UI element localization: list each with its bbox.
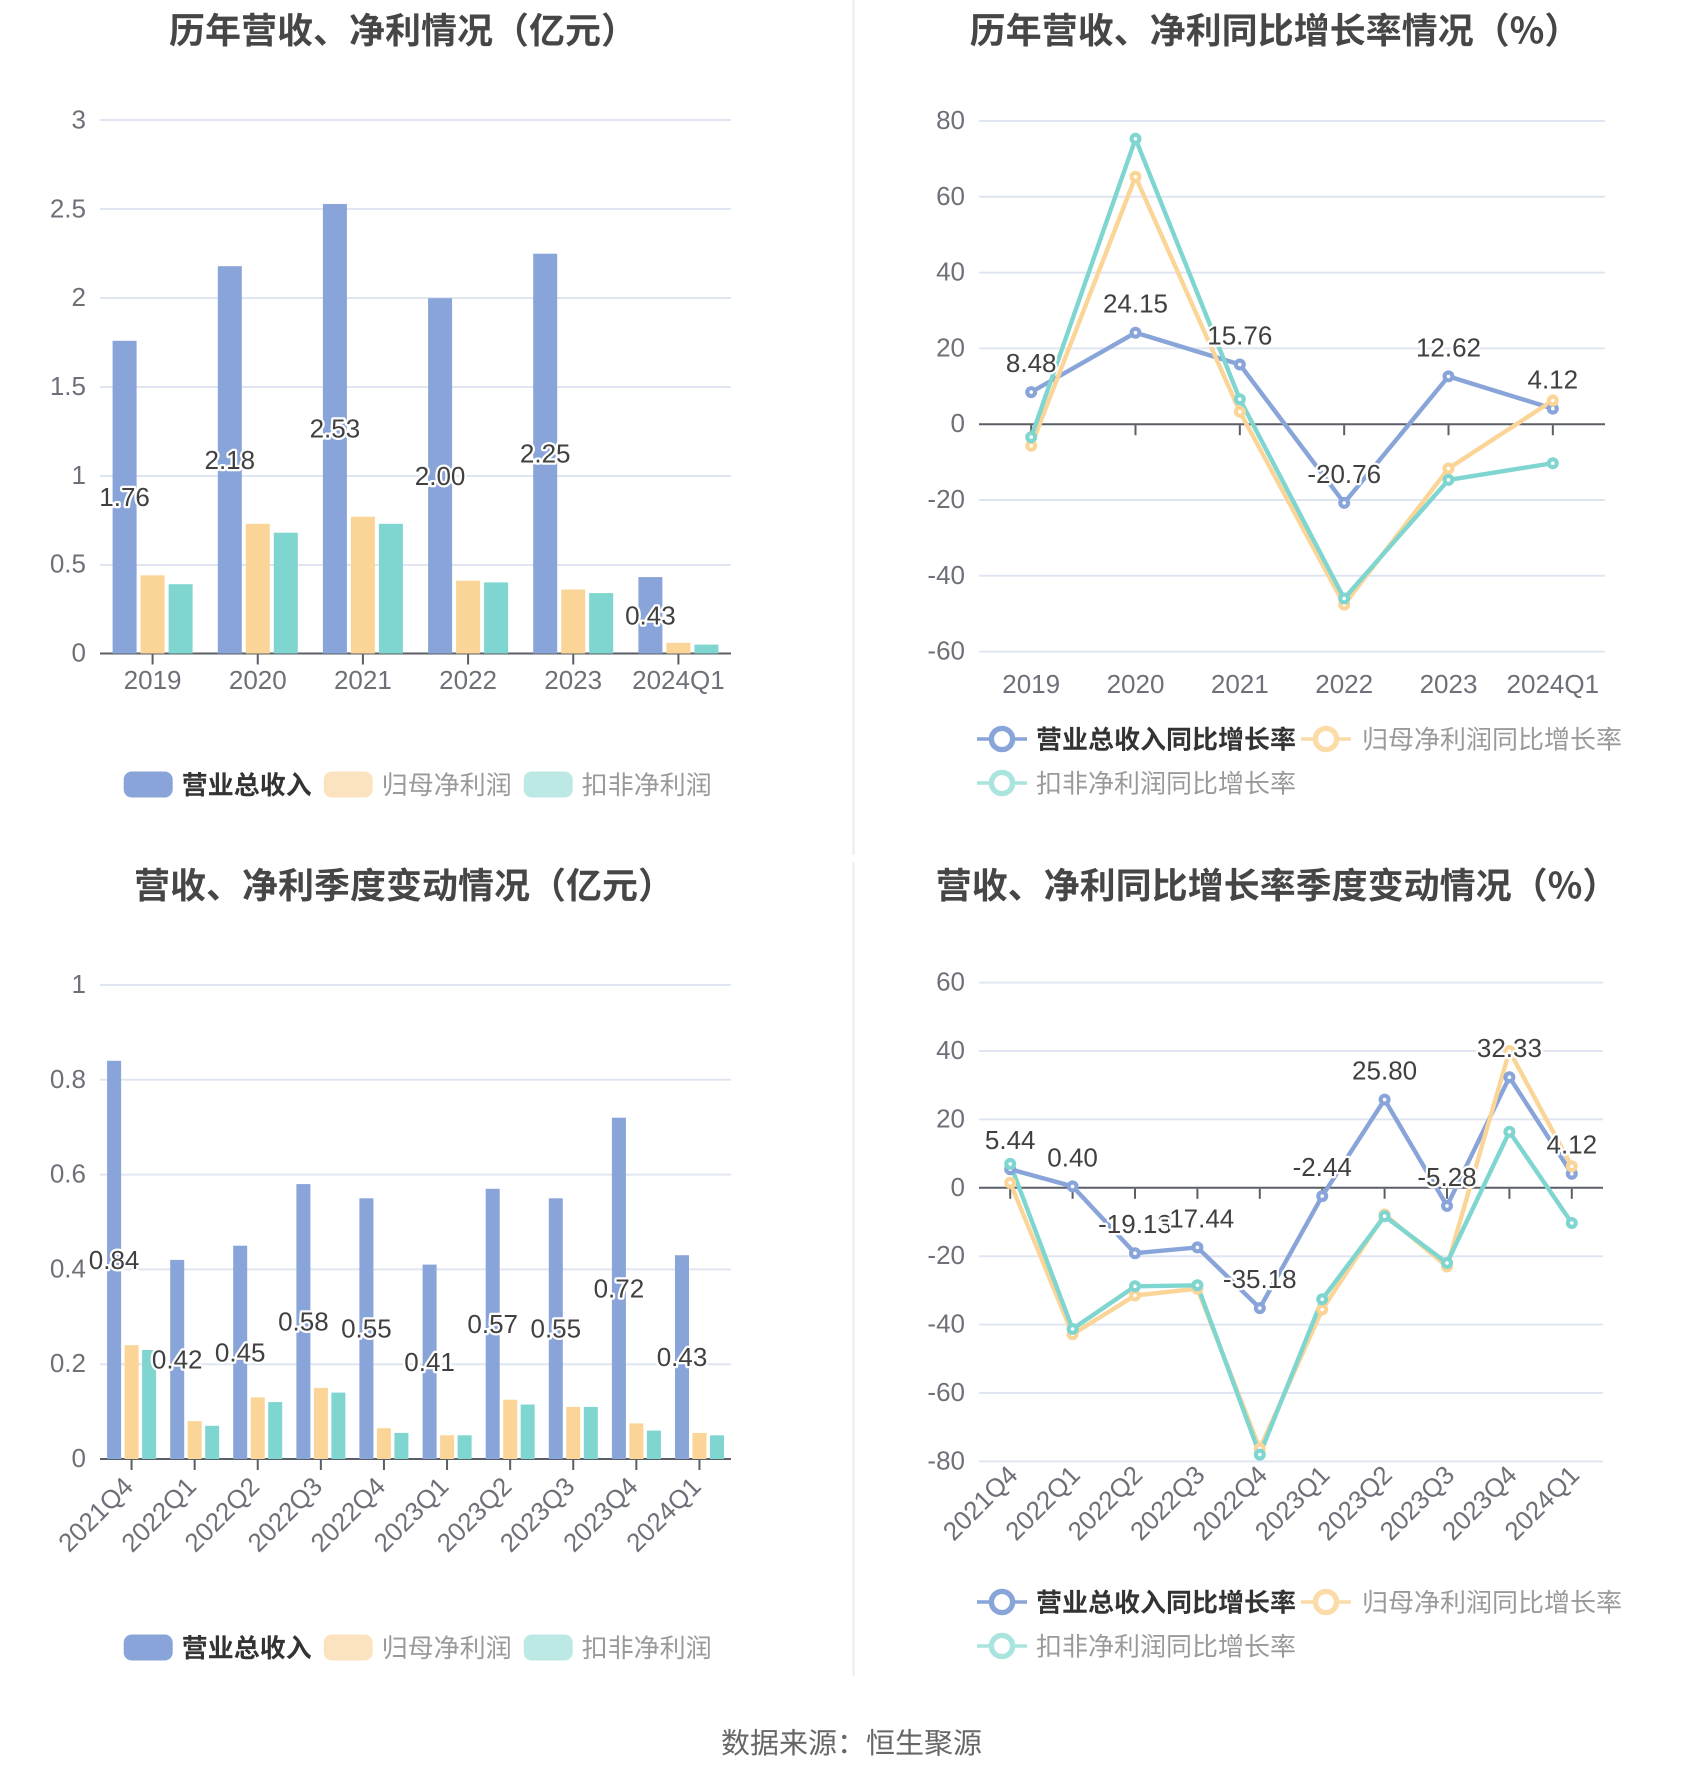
svg-text:32.33: 32.33 xyxy=(1477,1033,1542,1063)
svg-text:-20: -20 xyxy=(927,484,965,514)
svg-text:-5.28: -5.28 xyxy=(1417,1162,1476,1192)
svg-text:-60: -60 xyxy=(927,636,965,666)
svg-text:2023: 2023 xyxy=(1420,669,1478,699)
svg-text:12.62: 12.62 xyxy=(1416,332,1481,362)
svg-text:0.8: 0.8 xyxy=(50,1064,86,1094)
svg-text:2.53: 2.53 xyxy=(310,414,361,444)
svg-text:0.4: 0.4 xyxy=(50,1253,86,1283)
svg-text:2023: 2023 xyxy=(544,665,602,695)
svg-text:0.5: 0.5 xyxy=(50,549,86,579)
svg-text:0: 0 xyxy=(72,1443,86,1473)
svg-text:0.2: 0.2 xyxy=(50,1348,86,1378)
svg-text:2022: 2022 xyxy=(1315,669,1373,699)
svg-text:2019: 2019 xyxy=(1002,669,1060,699)
svg-text:2021: 2021 xyxy=(334,665,392,695)
svg-text:2021: 2021 xyxy=(1211,669,1269,699)
svg-text:0: 0 xyxy=(72,638,86,668)
svg-text:3: 3 xyxy=(72,105,86,135)
svg-text:40: 40 xyxy=(936,1035,965,1065)
svg-text:0.43: 0.43 xyxy=(625,600,676,630)
svg-text:0.41: 0.41 xyxy=(404,1347,455,1377)
svg-text:2.18: 2.18 xyxy=(204,445,255,475)
svg-text:0.6: 0.6 xyxy=(50,1159,86,1189)
svg-text:60: 60 xyxy=(936,181,965,211)
svg-text:-19.13: -19.13 xyxy=(1098,1209,1172,1239)
svg-text:60: 60 xyxy=(936,967,965,997)
svg-text:40: 40 xyxy=(936,257,965,287)
svg-text:2022: 2022 xyxy=(439,665,497,695)
svg-text:1.5: 1.5 xyxy=(50,371,86,401)
svg-text:0.55: 0.55 xyxy=(530,1314,581,1344)
svg-text:2024Q1: 2024Q1 xyxy=(1507,669,1600,699)
svg-text:0.45: 0.45 xyxy=(215,1337,266,1367)
svg-text:4.12: 4.12 xyxy=(1546,1130,1597,1160)
svg-text:-17.44: -17.44 xyxy=(1161,1203,1235,1233)
svg-text:2.25: 2.25 xyxy=(520,439,571,469)
svg-text:0.43: 0.43 xyxy=(657,1342,708,1372)
svg-text:2024Q1: 2024Q1 xyxy=(632,665,725,695)
svg-text:2: 2 xyxy=(72,282,86,312)
svg-text:-20.76: -20.76 xyxy=(1307,459,1381,489)
svg-text:0.58: 0.58 xyxy=(278,1307,329,1337)
svg-text:4.12: 4.12 xyxy=(1527,365,1578,395)
svg-text:-20: -20 xyxy=(927,1240,965,1270)
svg-text:2.5: 2.5 xyxy=(50,193,86,223)
svg-text:15.76: 15.76 xyxy=(1207,321,1272,351)
svg-text:2020: 2020 xyxy=(229,665,287,695)
svg-text:1: 1 xyxy=(72,969,86,999)
svg-text:-80: -80 xyxy=(927,1445,965,1475)
svg-text:1.76: 1.76 xyxy=(99,482,150,512)
svg-text:0.57: 0.57 xyxy=(467,1309,518,1339)
svg-text:-35.18: -35.18 xyxy=(1223,1264,1297,1294)
svg-text:0.42: 0.42 xyxy=(152,1344,203,1374)
svg-text:0.72: 0.72 xyxy=(594,1273,645,1303)
svg-text:2.00: 2.00 xyxy=(415,461,466,491)
svg-text:-40: -40 xyxy=(927,560,965,590)
svg-text:-60: -60 xyxy=(927,1377,965,1407)
svg-text:20: 20 xyxy=(936,332,965,362)
svg-text:25.80: 25.80 xyxy=(1352,1056,1417,1086)
svg-text:20: 20 xyxy=(936,1103,965,1133)
svg-text:-40: -40 xyxy=(927,1309,965,1339)
svg-text:8.48: 8.48 xyxy=(1006,348,1057,378)
svg-text:80: 80 xyxy=(936,105,965,135)
svg-text:2020: 2020 xyxy=(1107,669,1165,699)
svg-text:5.44: 5.44 xyxy=(985,1125,1036,1155)
svg-text:0: 0 xyxy=(951,1172,965,1202)
svg-text:0.40: 0.40 xyxy=(1047,1142,1098,1172)
svg-text:-2.44: -2.44 xyxy=(1293,1152,1352,1182)
svg-text:2019: 2019 xyxy=(124,665,182,695)
svg-text:0.84: 0.84 xyxy=(89,1245,140,1275)
svg-text:1: 1 xyxy=(72,460,86,490)
svg-text:0: 0 xyxy=(951,408,965,438)
svg-text:24.15: 24.15 xyxy=(1103,289,1168,319)
svg-text:0.55: 0.55 xyxy=(341,1314,392,1344)
